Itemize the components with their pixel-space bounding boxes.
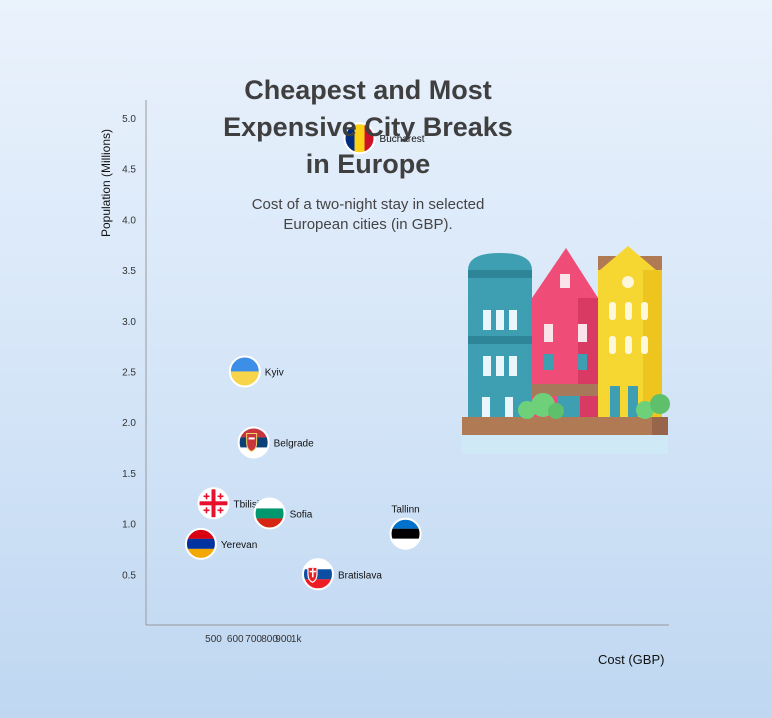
point-bratislava: Bratislava <box>301 558 382 591</box>
point-sofia: Sofia <box>253 497 313 530</box>
point-tbilisi: Tbilisi <box>197 487 260 520</box>
chart-subtitle: Cost of a two-night stay in selected Eur… <box>251 196 485 233</box>
x-tick-label: 1k <box>291 634 303 645</box>
point-tallinn: Tallinn <box>389 505 422 550</box>
estonia-flag-icon <box>389 517 422 550</box>
y-tick-label: 2.0 <box>122 418 136 429</box>
x-tick-label: 900 <box>275 634 292 645</box>
y-tick-label: 4.5 <box>122 165 136 176</box>
point-label: Tbilisi <box>234 499 260 510</box>
slovakia-flag-icon <box>301 558 334 591</box>
ukraine-flag-icon <box>228 355 261 388</box>
points-layer: Yerevan Tbilisi Kyiv Belgrade Sofia Bratislav… <box>184 122 425 591</box>
point-label: Yerevan <box>221 540 257 551</box>
point-label: Bratislava <box>338 570 382 581</box>
point-label: Kyiv <box>265 367 284 378</box>
y-tick-label: 0.5 <box>122 570 136 581</box>
y-axis-label: Population (Millions) <box>99 128 113 238</box>
point-label: Sofia <box>290 509 313 520</box>
point-belgrade: Belgrade <box>237 426 314 459</box>
y-tick-label: 3.0 <box>122 317 136 328</box>
point-label: Bucharest <box>380 134 425 145</box>
point-bucharest: Bucharest <box>343 122 425 155</box>
y-tick-label: 1.5 <box>122 469 136 480</box>
colorful-houses-icon <box>462 246 670 454</box>
x-tick-label: 700 <box>245 634 262 645</box>
point-kyiv: Kyiv <box>228 355 284 388</box>
y-tick-label: 2.5 <box>122 367 136 378</box>
y-tick-label: 3.5 <box>122 266 136 277</box>
y-tick-label: 5.0 <box>122 114 136 125</box>
romania-flag-icon <box>343 122 376 155</box>
bulgaria-flag-icon <box>253 497 286 530</box>
armenia-flag-icon <box>184 527 217 560</box>
serbia-flag-icon <box>237 426 270 459</box>
point-label: Belgrade <box>274 438 314 449</box>
x-tick-label: 500 <box>205 634 222 645</box>
point-yerevan: Yerevan <box>184 527 257 560</box>
x-tick-label: 800 <box>261 634 278 645</box>
point-label: Tallinn <box>391 505 419 516</box>
georgia-flag-icon <box>197 487 230 520</box>
y-tick-label: 1.0 <box>122 520 136 531</box>
y-tick-label: 4.0 <box>122 215 136 226</box>
axes: 0.5 1.0 1.5 2.0 2.5 3.0 3.5 4.0 4.5 5.0 500 600 700 8… <box>122 100 669 645</box>
x-axis-label: Cost (GBP) <box>598 652 665 667</box>
chart-title: Cheapest and Most Expensive City Breaks … <box>223 75 513 179</box>
x-tick-label: 600 <box>227 634 244 645</box>
